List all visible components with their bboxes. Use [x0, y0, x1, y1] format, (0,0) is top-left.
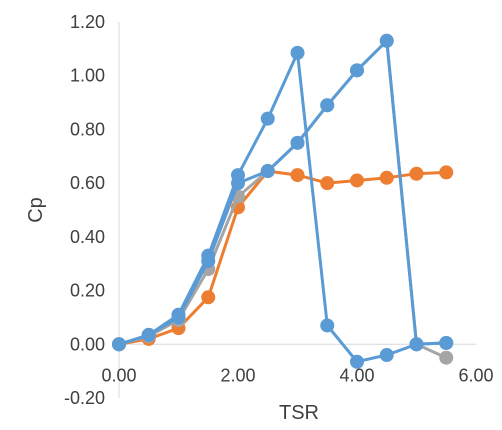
data-point: [320, 176, 335, 191]
data-point: [439, 165, 454, 180]
data-point: [290, 168, 305, 183]
data-point: [379, 348, 394, 363]
labels-layer: -0.20 0.00 0.20 0.40 0.60 0.80 1.00 1.20 0.00 2.0…: [25, 12, 494, 424]
y-tick-label: -0.20: [64, 388, 105, 408]
data-point: [350, 63, 364, 78]
data-point: [201, 290, 216, 305]
data-point: [260, 111, 275, 126]
series-layer: [112, 33, 454, 369]
data-point: [320, 318, 335, 333]
data-point: [409, 166, 424, 181]
y-tick-label: 0.80: [70, 119, 105, 139]
y-tick-label: 0.00: [70, 334, 105, 354]
x-tick-label: 6.00: [458, 365, 493, 385]
y-axis-title: Cp: [25, 197, 47, 223]
x-axis-title: TSR: [279, 402, 319, 424]
x-tick-label: 0.00: [101, 365, 136, 385]
data-point: [439, 335, 454, 350]
y-tick-label: 1.20: [70, 12, 105, 32]
data-point: [141, 327, 156, 342]
data-point: [379, 33, 394, 48]
y-tick-label: 1.00: [70, 66, 105, 86]
x-tick-label: 2.00: [220, 365, 255, 385]
data-point: [409, 337, 424, 352]
data-point: [379, 170, 394, 185]
y-tick-label: 0.20: [70, 281, 105, 301]
series-line: [117, 169, 448, 346]
series-4: [112, 33, 454, 352]
y-tick-label: 0.60: [70, 173, 105, 193]
data-point: [112, 337, 126, 352]
data-point: [201, 254, 216, 269]
data-point: [231, 176, 245, 191]
x-tick-label: 4.00: [339, 365, 374, 385]
y-tick-label: 0.40: [70, 227, 105, 247]
data-point: [171, 310, 186, 325]
data-point: [350, 173, 364, 188]
data-point: [320, 98, 335, 113]
data-point: [439, 350, 454, 365]
data-point: [350, 354, 364, 369]
data-point: [290, 45, 305, 60]
data-point: [260, 164, 275, 179]
series-line: [117, 51, 448, 364]
data-point: [290, 135, 305, 150]
